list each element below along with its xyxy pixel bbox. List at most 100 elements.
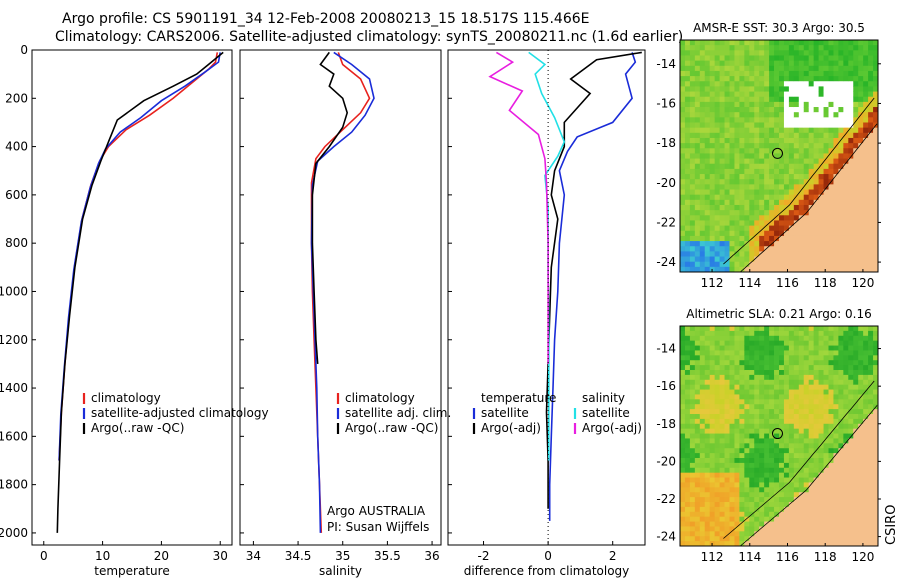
sla-map-cell xyxy=(709,379,716,386)
sst-map-cell xyxy=(803,65,810,72)
sla-map-cell xyxy=(699,360,706,366)
sst-map-cell xyxy=(793,117,800,123)
sla-map-cell xyxy=(788,360,795,366)
sla-map-cell xyxy=(709,458,716,464)
sst-map-cell xyxy=(868,86,874,92)
sla-map-cell xyxy=(739,389,745,395)
sla-map-cell xyxy=(818,370,824,376)
sla-map-cell xyxy=(754,477,760,483)
sla-map-cell xyxy=(823,345,829,351)
sst-map-cell xyxy=(759,210,765,216)
sla-map-cell xyxy=(739,374,745,381)
sla-map-cell xyxy=(803,516,810,522)
sst-map-cell xyxy=(858,266,864,273)
sst-map-cell xyxy=(868,40,874,46)
sst-map-cell xyxy=(833,70,839,77)
sst-map-cell xyxy=(863,107,869,113)
sla-map-cell xyxy=(853,448,859,454)
sla-map-cell xyxy=(808,541,815,547)
sla-map-cell xyxy=(759,462,765,469)
sst-map-cell xyxy=(783,65,790,72)
sla-map-cell xyxy=(793,531,800,537)
sst-map-cell xyxy=(749,107,755,113)
sla-map-cell xyxy=(818,355,824,361)
sst-map-cell xyxy=(680,168,686,175)
sst-map-cell xyxy=(680,220,686,226)
sst-map-cell xyxy=(868,246,874,252)
sst-map-cell xyxy=(699,122,706,129)
sla-map-cell xyxy=(684,399,691,405)
sla-map-cell xyxy=(788,350,795,356)
sla-map-cell xyxy=(793,487,800,493)
sst-map-cell xyxy=(808,179,815,185)
sla-map-cell xyxy=(769,462,775,469)
sla-map-cell xyxy=(779,350,785,356)
sst-map-cell xyxy=(838,107,844,113)
sla-map-cell xyxy=(759,350,765,356)
sst-map-cell xyxy=(769,256,775,263)
sla-map-cell xyxy=(739,531,745,537)
sla-map-cell xyxy=(764,438,770,444)
sst-map-cell xyxy=(828,189,834,196)
sla-map-cell xyxy=(689,521,696,527)
sst-map-cell xyxy=(803,266,810,273)
sst-map-cell xyxy=(808,117,815,123)
sla-map-cell xyxy=(744,350,750,356)
sst-map-cell xyxy=(813,112,819,118)
sst-map-cell xyxy=(749,241,755,247)
sst-map-cell xyxy=(788,261,795,268)
sla-map-cell xyxy=(734,477,740,483)
sla-map-cell xyxy=(868,370,874,376)
sst-map-cell xyxy=(838,256,844,263)
sst-map-cell xyxy=(734,220,740,226)
sst-map-cell xyxy=(873,179,879,185)
sla-map-cell xyxy=(694,511,701,518)
sla-map-cell xyxy=(680,370,686,376)
sst-map-cell xyxy=(719,184,725,190)
sla-map-cell xyxy=(749,482,755,488)
sla-map-cell xyxy=(724,389,730,395)
sla-map-cell xyxy=(808,330,815,337)
sla-map-cell xyxy=(729,497,735,503)
sla-map-cell xyxy=(739,423,745,430)
sst-map-cell xyxy=(734,55,740,62)
sst-map-cell xyxy=(858,199,864,206)
sst-map-cell xyxy=(788,225,795,232)
sst-map-cell xyxy=(739,40,745,46)
sst-map-cell xyxy=(813,189,819,196)
sla-map-cell xyxy=(739,506,745,513)
sla-map-cell xyxy=(680,443,686,449)
sla-map-cell xyxy=(724,428,730,434)
sst-map-cell xyxy=(868,101,874,108)
sla-map-cell xyxy=(828,502,834,508)
sla-map-cell xyxy=(843,418,849,425)
sla-map-cell xyxy=(704,350,711,356)
sst-map-cell xyxy=(823,65,829,72)
sst-map-cell xyxy=(689,204,696,211)
sst-map-cell xyxy=(828,251,834,257)
sla-map-cell xyxy=(868,448,874,454)
sla-map-cell xyxy=(858,335,864,342)
sst-map-cell xyxy=(744,70,750,77)
sla-map-cell xyxy=(729,521,735,527)
sla-map-cell xyxy=(704,541,711,547)
sst-map-cell xyxy=(680,127,686,134)
sla-map-cell xyxy=(798,506,805,513)
sla-map-cell xyxy=(744,345,750,351)
sst-map-cell xyxy=(759,220,765,226)
sst-map-cell xyxy=(699,210,706,216)
sla-map-cell xyxy=(754,350,760,356)
sst-map-cell xyxy=(848,70,854,77)
sla-map-cell xyxy=(704,370,711,376)
sla-map-cell xyxy=(749,379,755,386)
sla-map-cell xyxy=(868,418,874,425)
sst-map-cell xyxy=(759,225,765,232)
sla-map-cell xyxy=(749,370,755,376)
sst-map-cell xyxy=(699,86,706,92)
sla-map-cell xyxy=(689,418,696,425)
sst-map-cell xyxy=(828,220,834,226)
sst-map-cell xyxy=(734,40,740,46)
sla-map-cell xyxy=(694,355,701,361)
sla-map-cell xyxy=(774,536,780,542)
sst-map-cell xyxy=(853,117,859,123)
